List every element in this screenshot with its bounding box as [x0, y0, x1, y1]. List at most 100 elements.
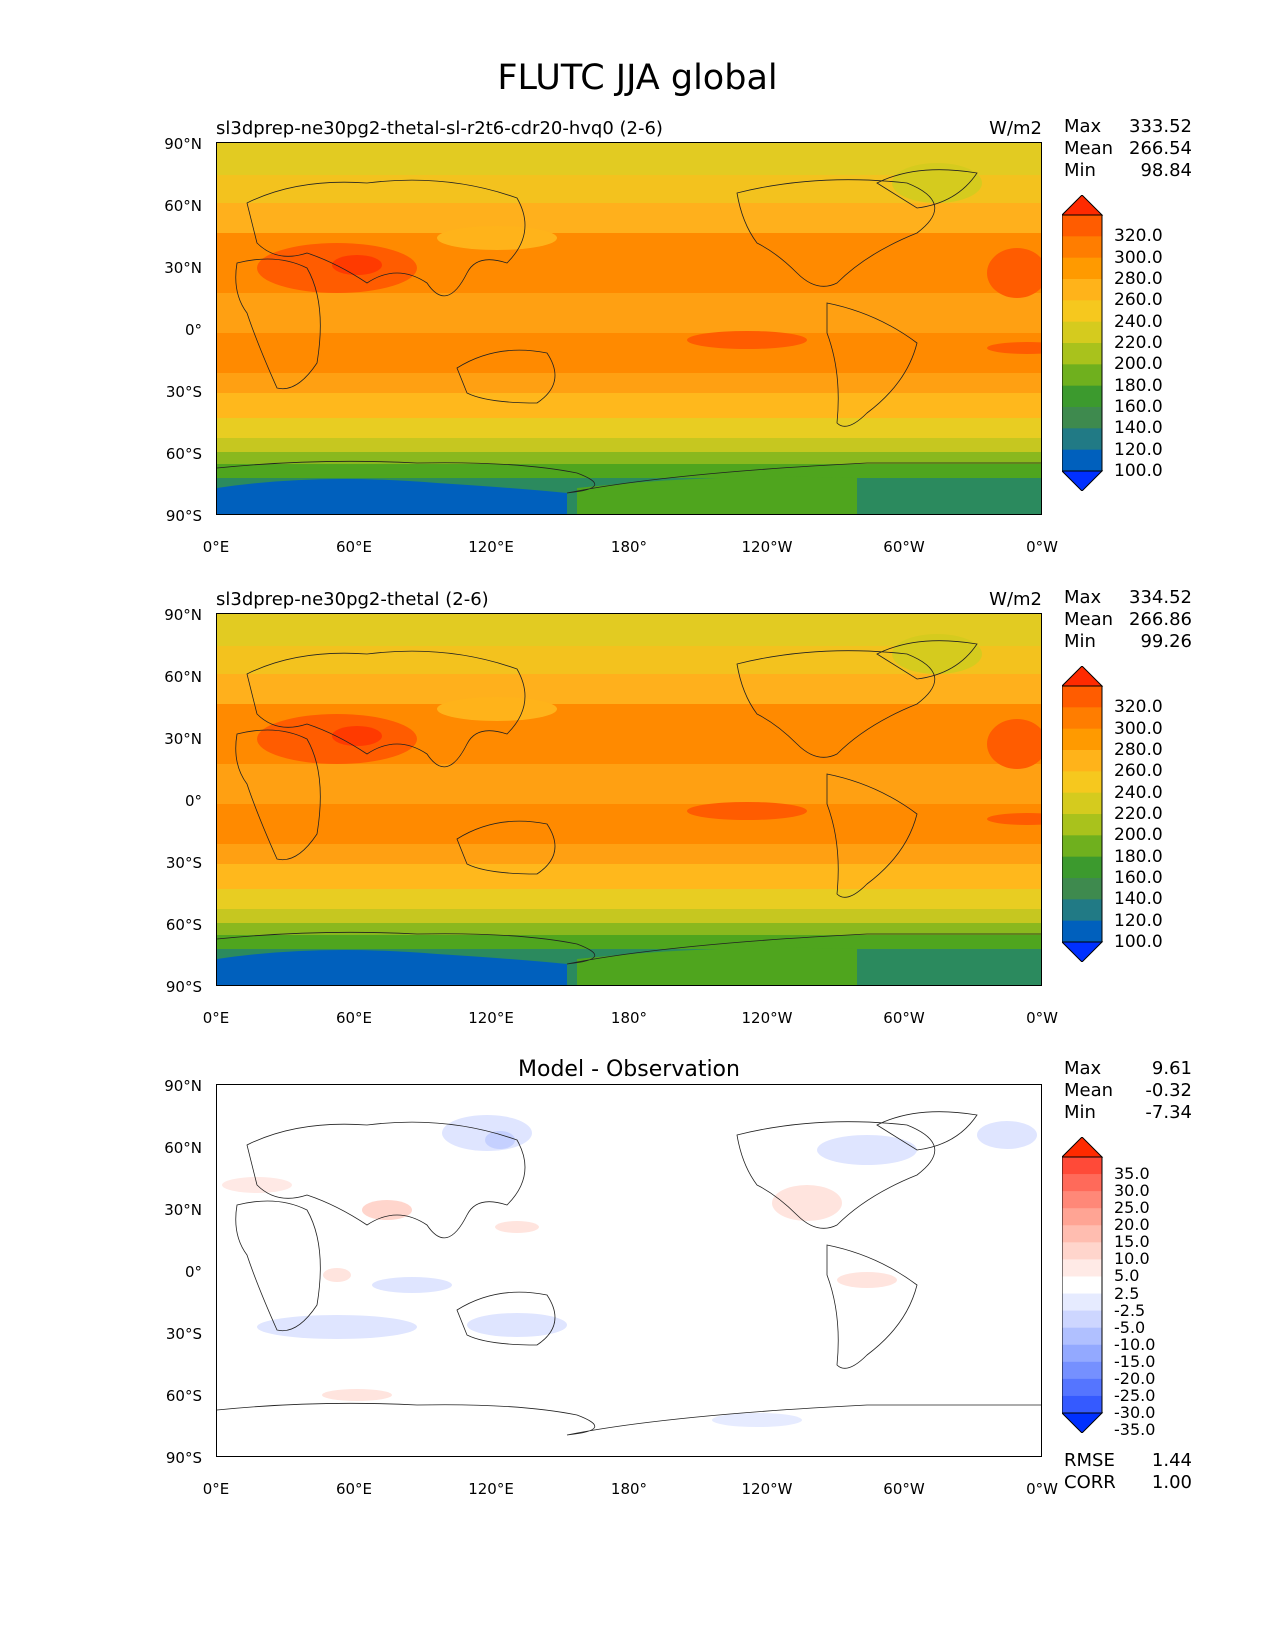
colorbar-tick-label: 220.0: [1114, 333, 1163, 353]
colorbar-segment: [1062, 1293, 1102, 1312]
colorbar-segment: [1062, 856, 1102, 879]
colorbar: [1062, 195, 1104, 491]
lat-label: 60°S: [165, 916, 202, 934]
colorbar-segment: [1062, 771, 1102, 794]
lat-label: 90°S: [165, 978, 202, 996]
stats-box: Max 333.52 Mean 266.54 Min 98.84: [1064, 116, 1192, 182]
lon-label: 120°E: [468, 1480, 514, 1498]
colorbar-segment: [1062, 878, 1102, 900]
map-area: [216, 1084, 1042, 1457]
lon-label: 120°W: [741, 1480, 793, 1498]
lat-label: 30°S: [165, 854, 202, 872]
mean-value: -0.32: [1145, 1080, 1192, 1101]
rmse-corr-box: RMSE 1.44 CORR 1.00: [1064, 1450, 1192, 1494]
colorbar-segment: [1062, 449, 1102, 472]
lon-label: 0°E: [202, 538, 230, 556]
colorbar-segment: [1062, 1208, 1102, 1226]
lon-label: 120°E: [468, 538, 514, 556]
colorbar-tick-label: 160.0: [1114, 397, 1163, 417]
mean-label: Mean: [1064, 609, 1114, 630]
difference-map: [217, 1085, 1041, 1456]
colorbar-tick-label: 120.0: [1114, 910, 1163, 931]
mean-value: 266.86: [1129, 609, 1192, 630]
lat-label: 30°N: [164, 1201, 202, 1219]
lat-label: 0°: [184, 1263, 202, 1281]
lat-label: 90°S: [165, 1449, 202, 1467]
lat-label: 30°N: [164, 259, 202, 277]
colorbar-segment: [1062, 1310, 1102, 1329]
colorbar-tick-label: -5.0: [1114, 1317, 1146, 1337]
mean-label: Mean: [1064, 138, 1114, 159]
lat-label: 60°S: [165, 1387, 202, 1405]
colorbar-segment: [1062, 364, 1102, 387]
colorbar-extend-bottom: [1062, 1412, 1104, 1433]
colorbar-segment: [1062, 1276, 1102, 1295]
colorbar-tick-label: 260.0: [1114, 290, 1163, 311]
colorbar: [1062, 666, 1104, 962]
lon-label: 60°W: [883, 1009, 925, 1027]
colorbar-tick-label: 320.0: [1114, 226, 1163, 247]
colorbar-tick-label: -25.0: [1114, 1385, 1156, 1405]
map-area: [216, 613, 1042, 986]
map-area: [216, 142, 1042, 515]
colorbar-segment: [1062, 750, 1102, 772]
lat-label: 30°S: [165, 383, 202, 401]
colorbar-extend-top: [1062, 195, 1104, 216]
colorbar-tick-label: 120.0: [1114, 439, 1163, 460]
colorbar-outline: [1062, 685, 1103, 943]
lon-label: 60°E: [335, 538, 373, 556]
colorbar-segment: [1062, 1378, 1102, 1397]
mean-label: Mean: [1064, 1080, 1114, 1101]
colorbar-tick-label: 10.0: [1114, 1249, 1150, 1269]
lon-label: 0°E: [202, 1009, 230, 1027]
min-value: 98.84: [1140, 160, 1192, 181]
colorbar-tick-label: 140.0: [1114, 889, 1163, 910]
colorbar-segment: [1062, 814, 1102, 836]
colorbar-tick-label: 20.0: [1114, 1215, 1150, 1235]
lat-label: 60°S: [165, 445, 202, 463]
min-label: Min: [1064, 631, 1096, 652]
lon-label: 120°W: [741, 1009, 793, 1027]
colorbar-tick-label: 180.0: [1114, 375, 1163, 396]
lon-label: 60°W: [883, 1480, 925, 1498]
colorbar-segment: [1062, 257, 1102, 280]
colorbar-segment: [1062, 1395, 1102, 1414]
lat-label: 90°N: [164, 1077, 202, 1095]
lat-label: 60°N: [164, 668, 202, 686]
lat-label: 90°S: [165, 507, 202, 525]
colorbar-segment: [1062, 1361, 1102, 1380]
lon-label: 60°W: [883, 538, 925, 556]
panel-title: sl3dprep-ne30pg2-thetal (2-6): [216, 589, 489, 610]
panel-title: sl3dprep-ne30pg2-thetal-sl-r2t6-cdr20-hv…: [216, 118, 663, 139]
colorbar-tick-label: 5.0: [1114, 1266, 1140, 1286]
colorbar-tick-label: 180.0: [1114, 846, 1163, 867]
stats-box: Max 9.61 Mean -0.32 Min -7.34: [1064, 1058, 1192, 1124]
field-map: [217, 143, 1041, 514]
max-label: Max: [1064, 587, 1102, 608]
colorbar-segment: [1062, 279, 1102, 301]
colorbar-segment: [1062, 343, 1102, 365]
colorbar-extend-bottom: [1062, 941, 1104, 962]
colorbar-tick-label: 300.0: [1114, 247, 1163, 268]
colorbar-tick-label: 140.0: [1114, 418, 1163, 439]
colorbar-segment: [1062, 300, 1102, 323]
colorbar-segment: [1062, 1327, 1102, 1346]
colorbar-segment: [1062, 835, 1102, 858]
colorbar-segment: [1062, 321, 1102, 344]
lon-label: 0°W: [1026, 1009, 1058, 1027]
colorbar-extend-top: [1062, 1137, 1104, 1158]
panel-title: Model - Observation: [518, 1057, 740, 1082]
corr-value: 1.00: [1151, 1472, 1192, 1493]
colorbar-tick-label: 30.0: [1114, 1181, 1150, 1201]
colorbar-segment: [1062, 920, 1102, 943]
colorbar-segment: [1062, 899, 1102, 922]
lat-label: 30°S: [165, 1325, 202, 1343]
colorbar-tick-label: 200.0: [1114, 825, 1163, 846]
colorbar-tick-label: 2.5: [1114, 1283, 1140, 1303]
colorbar-tick-label: 160.0: [1114, 868, 1163, 888]
lon-label: 120°E: [468, 1009, 514, 1027]
colorbar-tick-label: 240.0: [1114, 311, 1163, 332]
max-value: 334.52: [1129, 587, 1192, 608]
max-value: 333.52: [1129, 116, 1192, 137]
lat-label: 60°N: [164, 1139, 202, 1157]
